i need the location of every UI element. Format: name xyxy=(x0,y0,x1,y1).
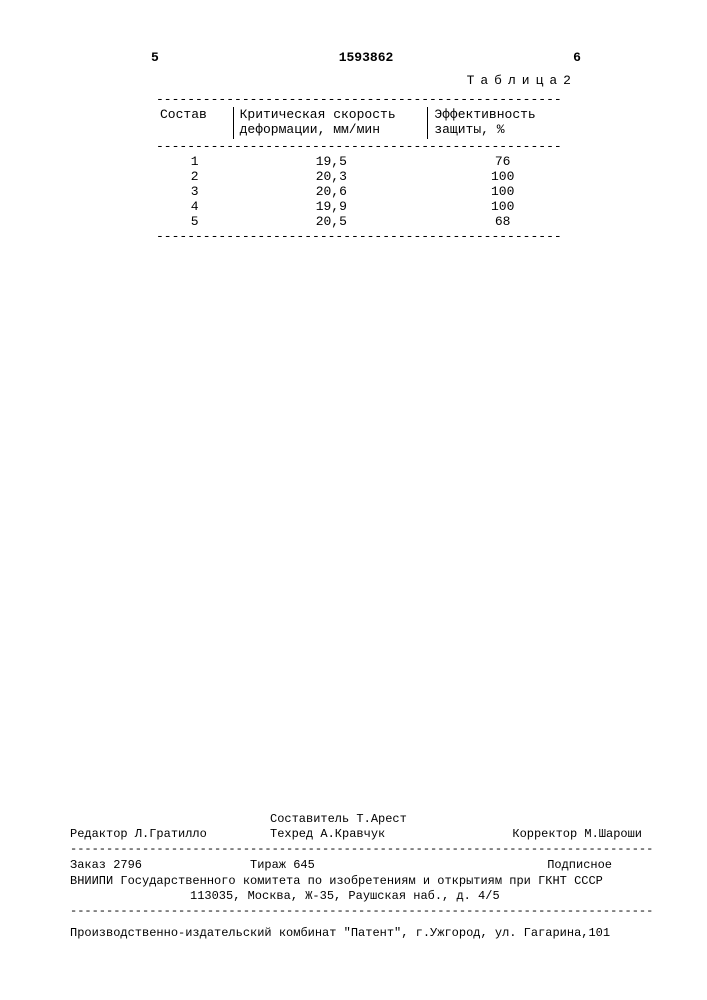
tirazh: Тираж 645 xyxy=(250,858,450,872)
page-header: 5 1593862 6 xyxy=(151,50,581,65)
table-caption: Таблица2 xyxy=(95,73,577,88)
cell: 100 xyxy=(429,199,576,214)
cell: 5 xyxy=(156,214,233,229)
table-rule-top: ----------------------------------------… xyxy=(156,92,576,107)
techred-credit: Техред А.Кравчук xyxy=(270,827,470,841)
cell: 1 xyxy=(156,154,233,169)
page-num-right: 6 xyxy=(573,50,581,65)
institution-line-2: 113035, Москва, Ж-35, Раушская наб., д. … xyxy=(70,889,652,903)
order-number: Заказ 2796 xyxy=(70,858,250,872)
col-header-eff-1: Эффективность xyxy=(434,107,572,122)
table-rule-bottom: ----------------------------------------… xyxy=(156,229,576,244)
cell: 100 xyxy=(429,184,576,199)
institution-line-1: ВНИИПИ Государственного комитета по изоб… xyxy=(70,874,652,888)
table-row: 3 20,6 100 xyxy=(156,184,576,199)
footer-rule-1: ----------------------------------------… xyxy=(70,842,652,856)
col-header-eff-2: защиты, % xyxy=(434,122,572,137)
table-rule-mid: ----------------------------------------… xyxy=(156,139,576,154)
cell: 19,9 xyxy=(233,199,429,214)
col-header-speed-2: деформации, мм/мин xyxy=(240,122,424,137)
page-num-left: 5 xyxy=(151,50,159,65)
footer-rule-2: ----------------------------------------… xyxy=(70,904,652,918)
compiler-credit: Составитель Т.Арест xyxy=(70,812,652,826)
corrector-credit: Корректор М.Шароши xyxy=(470,827,652,841)
cell: 20,3 xyxy=(233,169,429,184)
footer-block: Составитель Т.Арест Редактор Л.Гратилло … xyxy=(70,812,652,940)
table-row: 2 20,3 100 xyxy=(156,169,576,184)
publisher-line: Производственно-издательский комбинат "П… xyxy=(70,926,652,940)
cell: 3 xyxy=(156,184,233,199)
table-row: 5 20,5 68 xyxy=(156,214,576,229)
cell: 2 xyxy=(156,169,233,184)
table-row: 4 19,9 100 xyxy=(156,199,576,214)
cell: 68 xyxy=(429,214,576,229)
col-header-speed-1: Критическая скорость xyxy=(240,107,424,122)
cell: 20,5 xyxy=(233,214,429,229)
table-row: 1 19,5 76 xyxy=(156,154,576,169)
doc-number: 1593862 xyxy=(339,50,394,65)
table2: ----------------------------------------… xyxy=(156,92,576,244)
podpisnoe: Подписное xyxy=(450,858,652,872)
cell: 19,5 xyxy=(233,154,429,169)
cell: 4 xyxy=(156,199,233,214)
cell: 100 xyxy=(429,169,576,184)
cell: 20,6 xyxy=(233,184,429,199)
col-header-sostav: Состав xyxy=(160,107,207,122)
cell: 76 xyxy=(429,154,576,169)
editor-credit: Редактор Л.Гратилло xyxy=(70,827,270,841)
table-header-row: Состав Критическая скорость деформации, … xyxy=(156,107,576,139)
